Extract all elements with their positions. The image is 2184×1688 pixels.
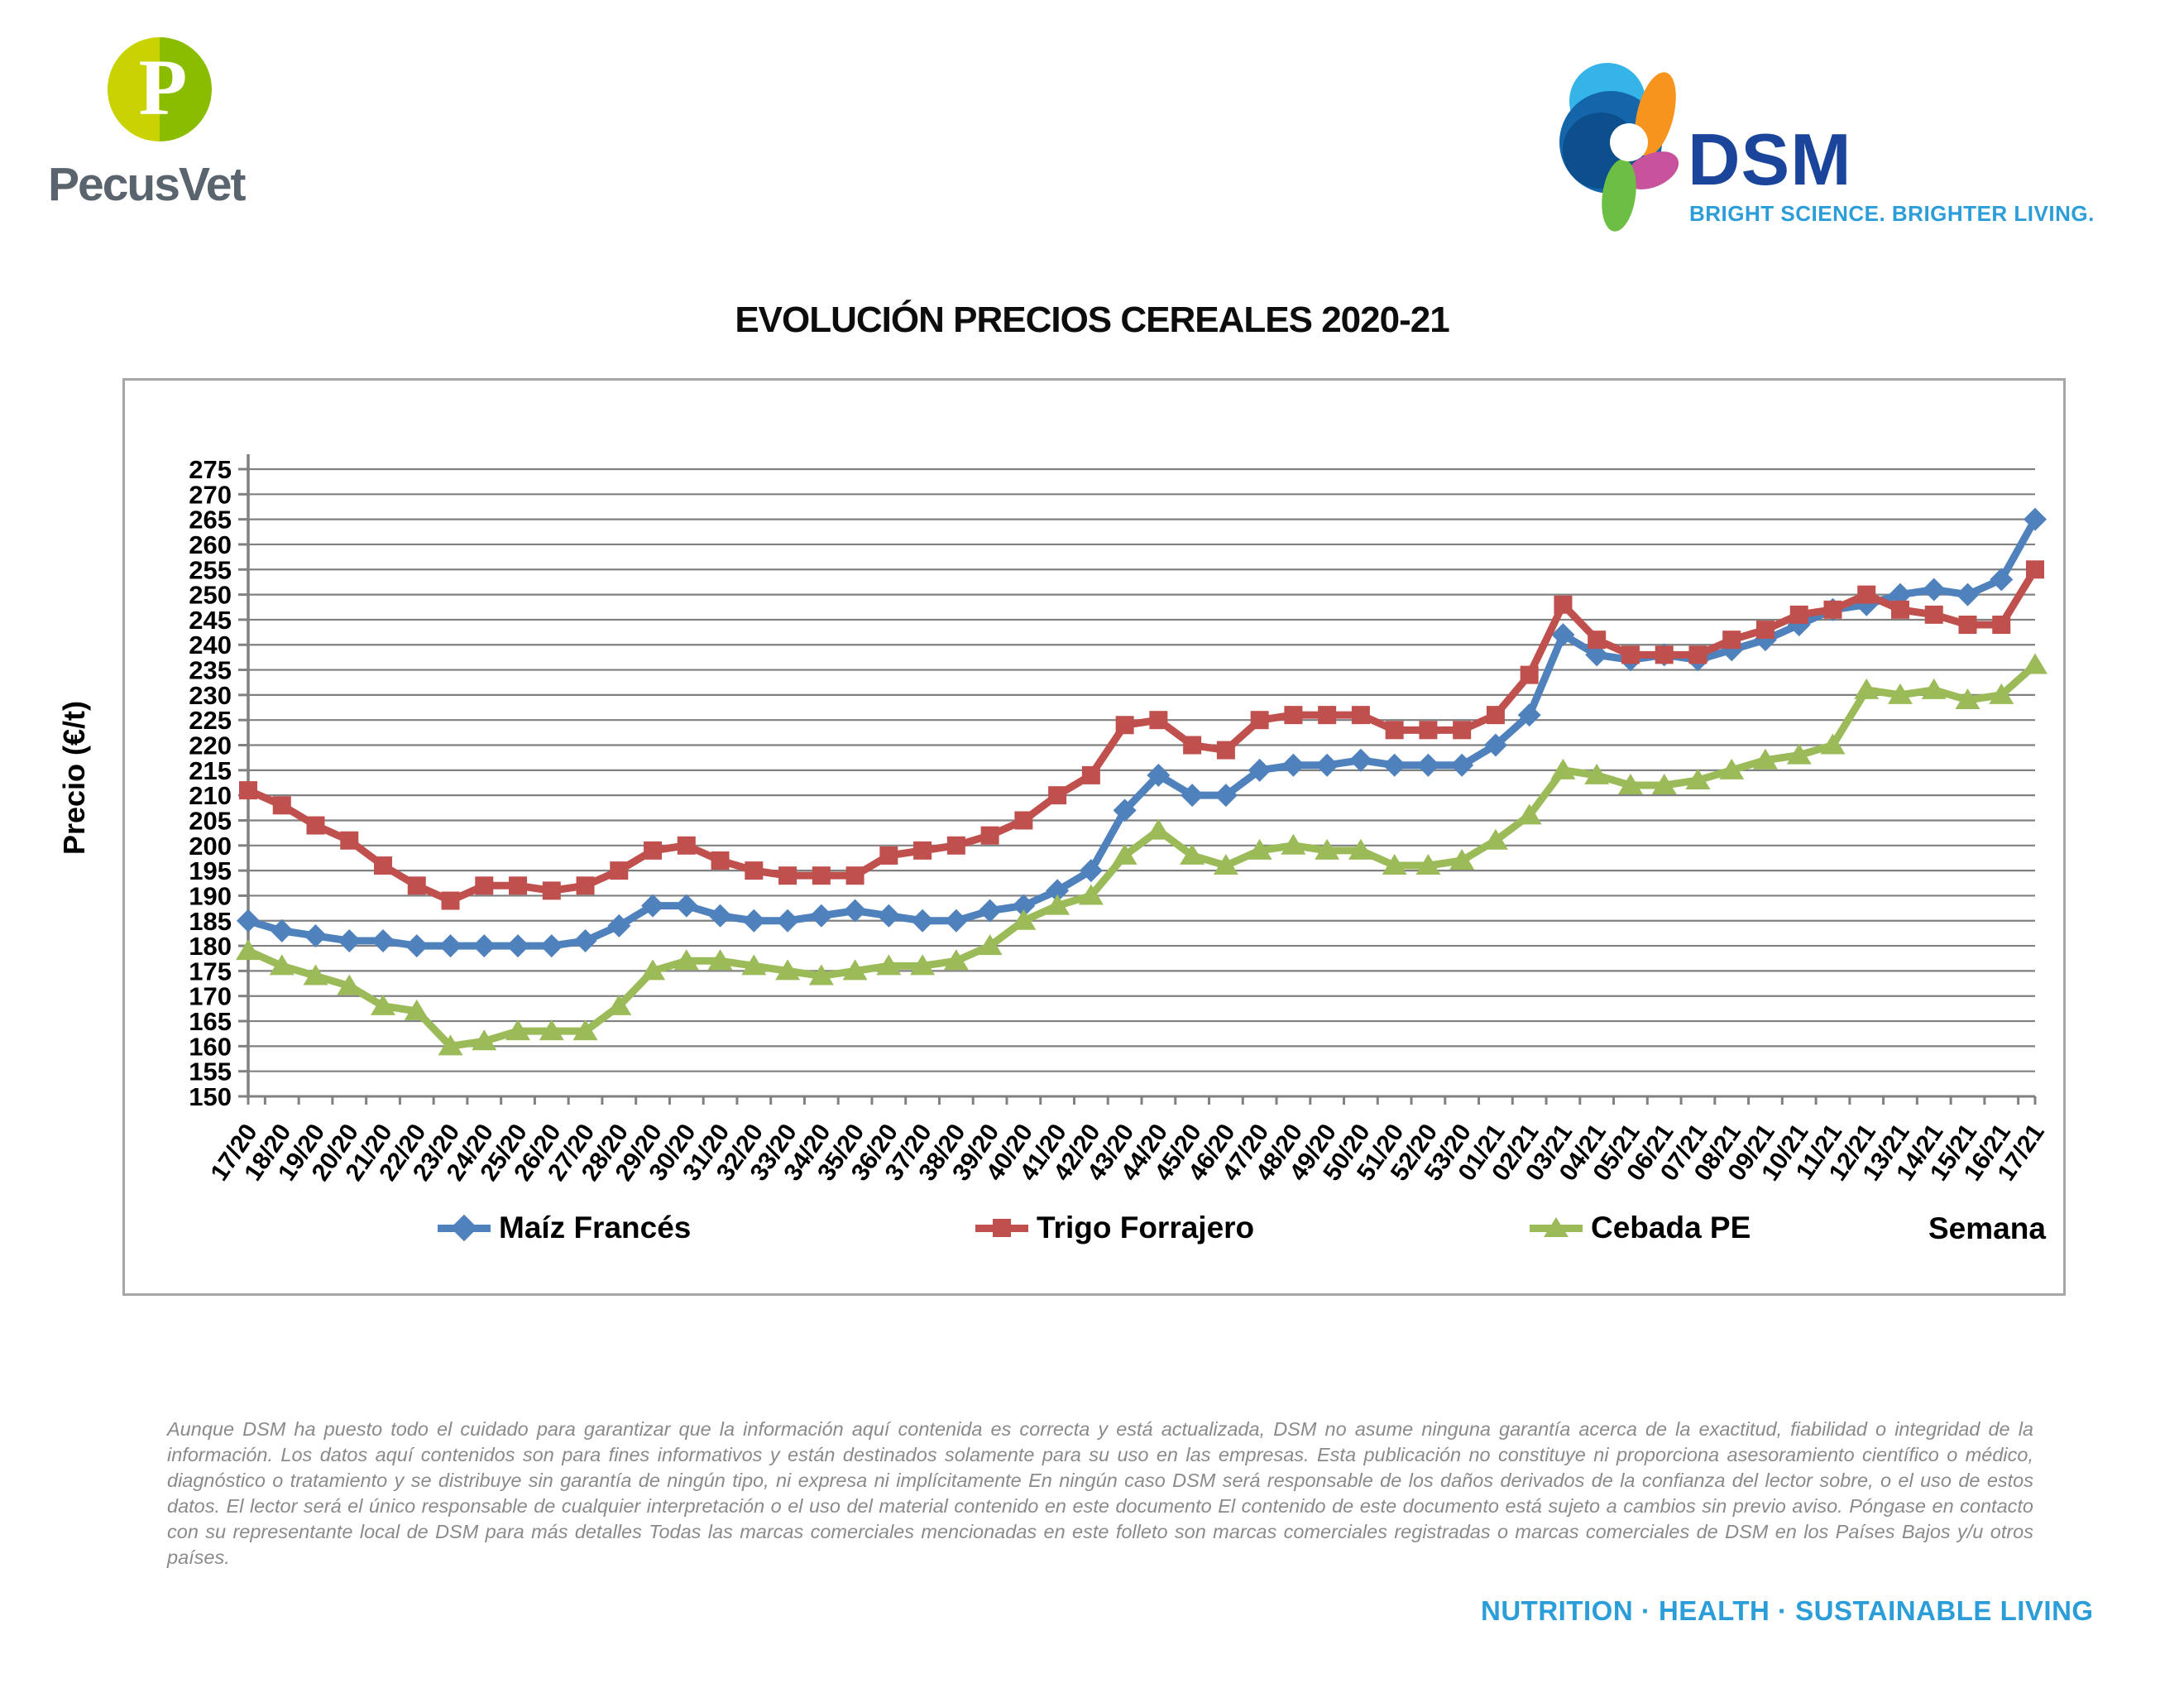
svg-text:225: 225 [189,706,232,735]
legend-item-trigo-forrajero: Trigo Forrajero [975,1211,1254,1244]
svg-text:165: 165 [189,1007,232,1036]
legal-disclaimer: Aunque DSM ha puesto todo el cuidado par… [167,1418,2033,1568]
trigo-forrajero-line-icon [975,1219,1028,1237]
svg-text:250: 250 [189,581,232,610]
legend-label-cebada-pe: Cebada PE [1591,1211,1751,1244]
svg-text:255: 255 [189,555,232,584]
legend-label-trigo-forrajero: Trigo Forrajero [1037,1211,1255,1244]
pecusvet-wordmark: PecusVet [48,158,247,211]
svg-text:175: 175 [189,957,232,985]
svg-text:215: 215 [189,756,232,785]
svg-text:240: 240 [189,631,232,659]
dsm-logo-icon [1559,63,1679,232]
svg-text:150: 150 [189,1082,232,1111]
price-line-chart: 1501551601651701751801851901952002052102… [189,454,2050,1186]
cebada-pe-line-icon [1530,1217,1583,1238]
chart-area: 150 155 160 165 170 175 180 185 190 195 200 205 210 2… [122,378,2066,1296]
svg-text:260: 260 [189,530,232,559]
svg-text:195: 195 [189,856,232,885]
dsm-wordmark: DSM [1688,118,1852,200]
svg-text:220: 220 [189,731,232,760]
svg-text:190: 190 [189,881,232,910]
legend-item-maiz-frances: Maíz Francés [438,1211,691,1244]
legend-label-maiz-frances: Maíz Francés [499,1211,692,1244]
y-axis-title: Precio (€/t) [57,700,91,856]
svg-text:180: 180 [189,932,232,961]
diamond-marker-icon [450,1214,478,1242]
dsm-tagline: BRIGHT SCIENCE. BRIGHTER LIVING. [1689,201,2095,226]
svg-text:170: 170 [189,982,232,1011]
square-marker-icon [993,1219,1011,1237]
dsm-footer-tagline: NUTRITION · HEALTH · SUSTAINABLE LIVING [1481,1595,2094,1626]
svg-text:160: 160 [189,1032,232,1061]
svg-text:275: 275 [189,455,232,484]
svg-text:235: 235 [189,656,232,685]
svg-text:200: 200 [189,832,232,861]
svg-text:205: 205 [189,806,232,835]
maiz-frances-line-icon [438,1214,491,1242]
svg-text:230: 230 [189,681,232,710]
legend-item-cebada-pe: Cebada PE [1530,1211,1751,1244]
pecusvet-logo-icon: P [108,37,212,141]
svg-text:185: 185 [189,907,232,936]
x-axis-title: Semana [1928,1211,2046,1245]
pecusvet-p-glyph: P [138,43,188,132]
svg-text:245: 245 [189,606,232,635]
svg-text:270: 270 [189,480,232,509]
svg-text:155: 155 [189,1057,232,1086]
svg-text:210: 210 [189,781,232,810]
triangle-marker-icon [1544,1217,1569,1238]
chart-title: EVOLUCIÓN PRECIOS CEREALES 2020-21 [735,300,1449,340]
svg-text:265: 265 [189,506,232,535]
